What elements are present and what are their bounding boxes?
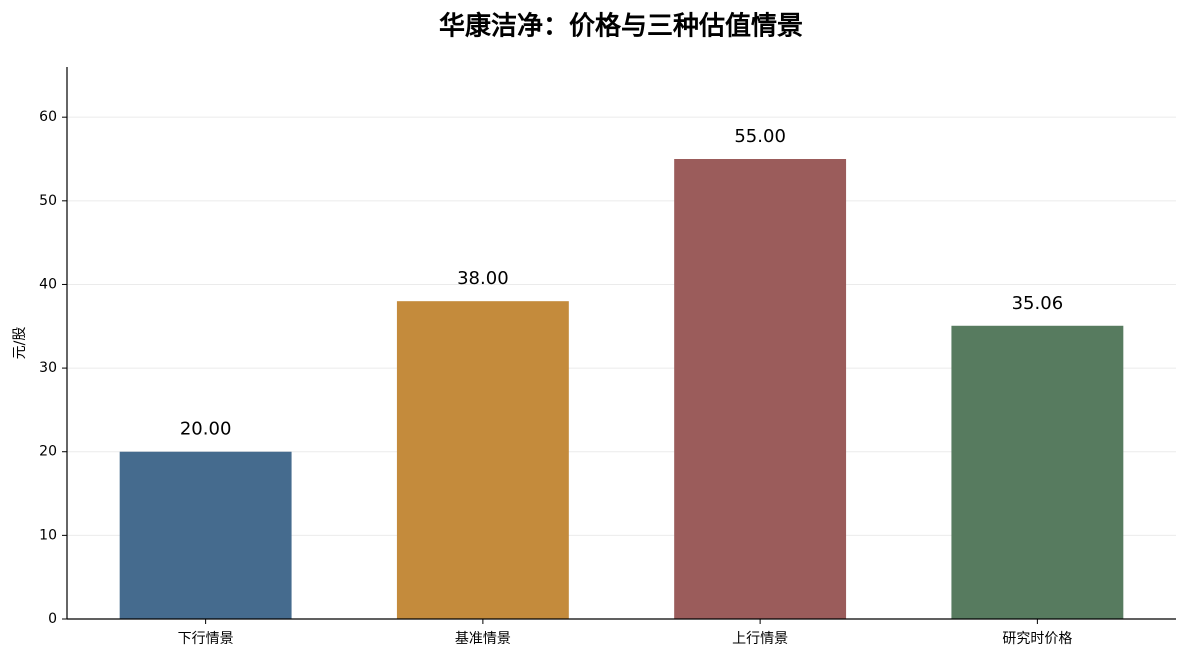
y-tick-label: 0 (48, 611, 57, 627)
x-tick-label: 基准情景 (455, 630, 511, 647)
y-tick-label: 60 (39, 109, 57, 125)
bar (119, 451, 292, 619)
y-tick-label: 20 (39, 444, 57, 460)
y-tick-label: 30 (39, 360, 57, 376)
value-label: 35.06 (1012, 293, 1064, 314)
y-axis-label: 元/股 (12, 327, 28, 360)
y-tick-label: 10 (39, 527, 57, 543)
x-tick-label: 研究时价格 (1002, 631, 1072, 647)
value-label: 20.00 (180, 419, 232, 440)
value-label: 55.00 (734, 126, 786, 147)
value-label: 38.00 (457, 268, 509, 289)
chart-title: 华康洁净：价格与三种估值情景 (439, 11, 803, 42)
y-tick-label: 40 (39, 276, 57, 292)
bar (396, 301, 569, 619)
bar (674, 159, 847, 619)
x-tick-label: 下行情景 (178, 631, 234, 647)
bar (951, 325, 1124, 619)
x-tick-label: 上行情景 (732, 631, 788, 647)
y-tick-label: 50 (39, 193, 57, 209)
